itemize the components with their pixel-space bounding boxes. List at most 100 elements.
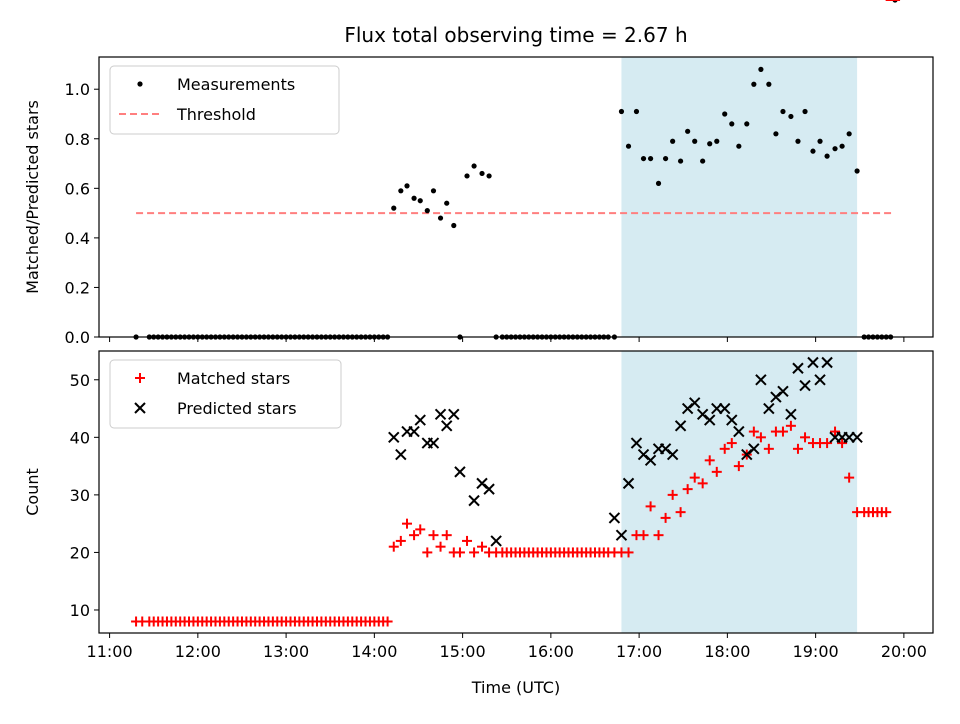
- legend-bottom: Matched stars Predicted stars: [109, 359, 342, 429]
- data-point: [788, 113, 794, 120]
- data-point: [817, 138, 823, 144]
- data-point: [773, 131, 779, 137]
- data-point: [462, 535, 473, 546]
- data-point: [763, 443, 774, 454]
- data-point: [437, 215, 444, 221]
- data-point: [692, 138, 698, 144]
- data-point: [832, 146, 838, 152]
- data-point: [441, 530, 452, 541]
- data-point: [645, 501, 656, 512]
- axes-frame-bottom: [98, 350, 934, 634]
- data-point: [755, 374, 767, 386]
- data-point: [647, 155, 654, 162]
- data-point: [408, 425, 420, 438]
- highlight-span-top: [621, 57, 858, 337]
- data-point: [704, 414, 716, 426]
- legend-label: Measurements: [177, 75, 295, 94]
- data-point: [448, 408, 460, 421]
- data-point: [800, 432, 811, 443]
- x-tick-label: 14:00: [351, 642, 397, 661]
- data-point: [785, 408, 797, 421]
- data-point: [640, 155, 647, 162]
- legend-label: Matched stars: [177, 369, 290, 388]
- data-point: [839, 143, 845, 149]
- y-tick-label: 0.4: [65, 229, 90, 248]
- y-tick-label: 0.0: [65, 328, 90, 347]
- data-point: [486, 173, 492, 179]
- data-point: [608, 512, 621, 524]
- legend-marker-matched-stars: [135, 373, 145, 383]
- data-point: [810, 148, 816, 154]
- data-point: [653, 530, 664, 541]
- data-point: [428, 530, 439, 541]
- data-point: [755, 432, 766, 443]
- data-point: [780, 108, 786, 115]
- y-tick-label: 20: [70, 543, 90, 562]
- data-point: [851, 431, 863, 444]
- top-panel: 0.0 0.2 0.4 0.6 0.8 1.0 Matched/Predicted star…: [23, 0, 934, 347]
- x-tick-label: 12:00: [175, 642, 221, 661]
- data-point: [824, 153, 830, 159]
- data-point: [662, 155, 669, 162]
- data-point: [444, 200, 450, 206]
- data-point: [469, 547, 480, 558]
- data-point: [837, 438, 848, 449]
- highlight-span-bottom: [621, 351, 858, 633]
- data-point: [427, 437, 440, 449]
- data-point: [689, 397, 701, 409]
- data-point: [625, 143, 632, 149]
- data-point: [434, 408, 447, 421]
- data-point: [685, 128, 691, 134]
- x-tick-label: 17:00: [616, 642, 662, 661]
- data-point: [814, 374, 826, 386]
- data-point: [430, 188, 437, 194]
- y-tick-label: 0.2: [65, 278, 90, 297]
- data-point: [744, 121, 750, 127]
- data-point: [630, 437, 643, 449]
- data-point: [830, 426, 841, 437]
- data-point: [726, 438, 737, 449]
- y-tick-label: 0.8: [65, 130, 90, 149]
- data-point: [777, 426, 788, 437]
- data-point: [719, 402, 731, 415]
- data-point: [451, 222, 457, 229]
- bottom-panel: 10 20 30 40 50 11:00 12:00 13:00 14:00 15:00 16:00…: [23, 0, 934, 661]
- data-point: [700, 158, 706, 164]
- legend-box: [109, 359, 342, 429]
- data-point: [807, 356, 819, 369]
- x-tick-label: 19:00: [793, 642, 839, 661]
- data-point: [660, 512, 671, 523]
- data-point: [846, 131, 852, 137]
- legend-label: Predicted stars: [177, 399, 297, 418]
- data-point: [758, 66, 764, 72]
- data-point: [682, 484, 693, 495]
- data-point: [622, 477, 635, 490]
- data-point: [483, 483, 495, 495]
- data-point: [733, 461, 744, 472]
- data-point: [736, 143, 742, 149]
- data-point: [454, 547, 465, 558]
- data-point: [729, 121, 735, 127]
- data-point: [388, 541, 399, 552]
- data-point: [785, 420, 796, 431]
- y-axis-label-bottom: Count: [23, 468, 42, 516]
- data-point: [490, 535, 502, 547]
- data-point: [854, 168, 860, 174]
- data-point: [411, 195, 417, 201]
- y-tick-label: 1.0: [65, 80, 90, 99]
- y-tick-label: 10: [70, 601, 90, 620]
- y-tick-label: 40: [70, 428, 90, 447]
- data-point: [414, 414, 426, 426]
- data-point: [748, 426, 759, 437]
- data-point: [792, 443, 803, 454]
- data-point: [464, 173, 470, 179]
- data-point: [689, 472, 700, 483]
- data-point: [677, 158, 684, 164]
- data-point: [670, 138, 676, 144]
- data-point: [795, 138, 801, 144]
- x-tick-label: 16:00: [528, 642, 574, 661]
- data-point: [726, 414, 738, 426]
- data-point: [777, 385, 789, 397]
- data-point: [844, 472, 855, 483]
